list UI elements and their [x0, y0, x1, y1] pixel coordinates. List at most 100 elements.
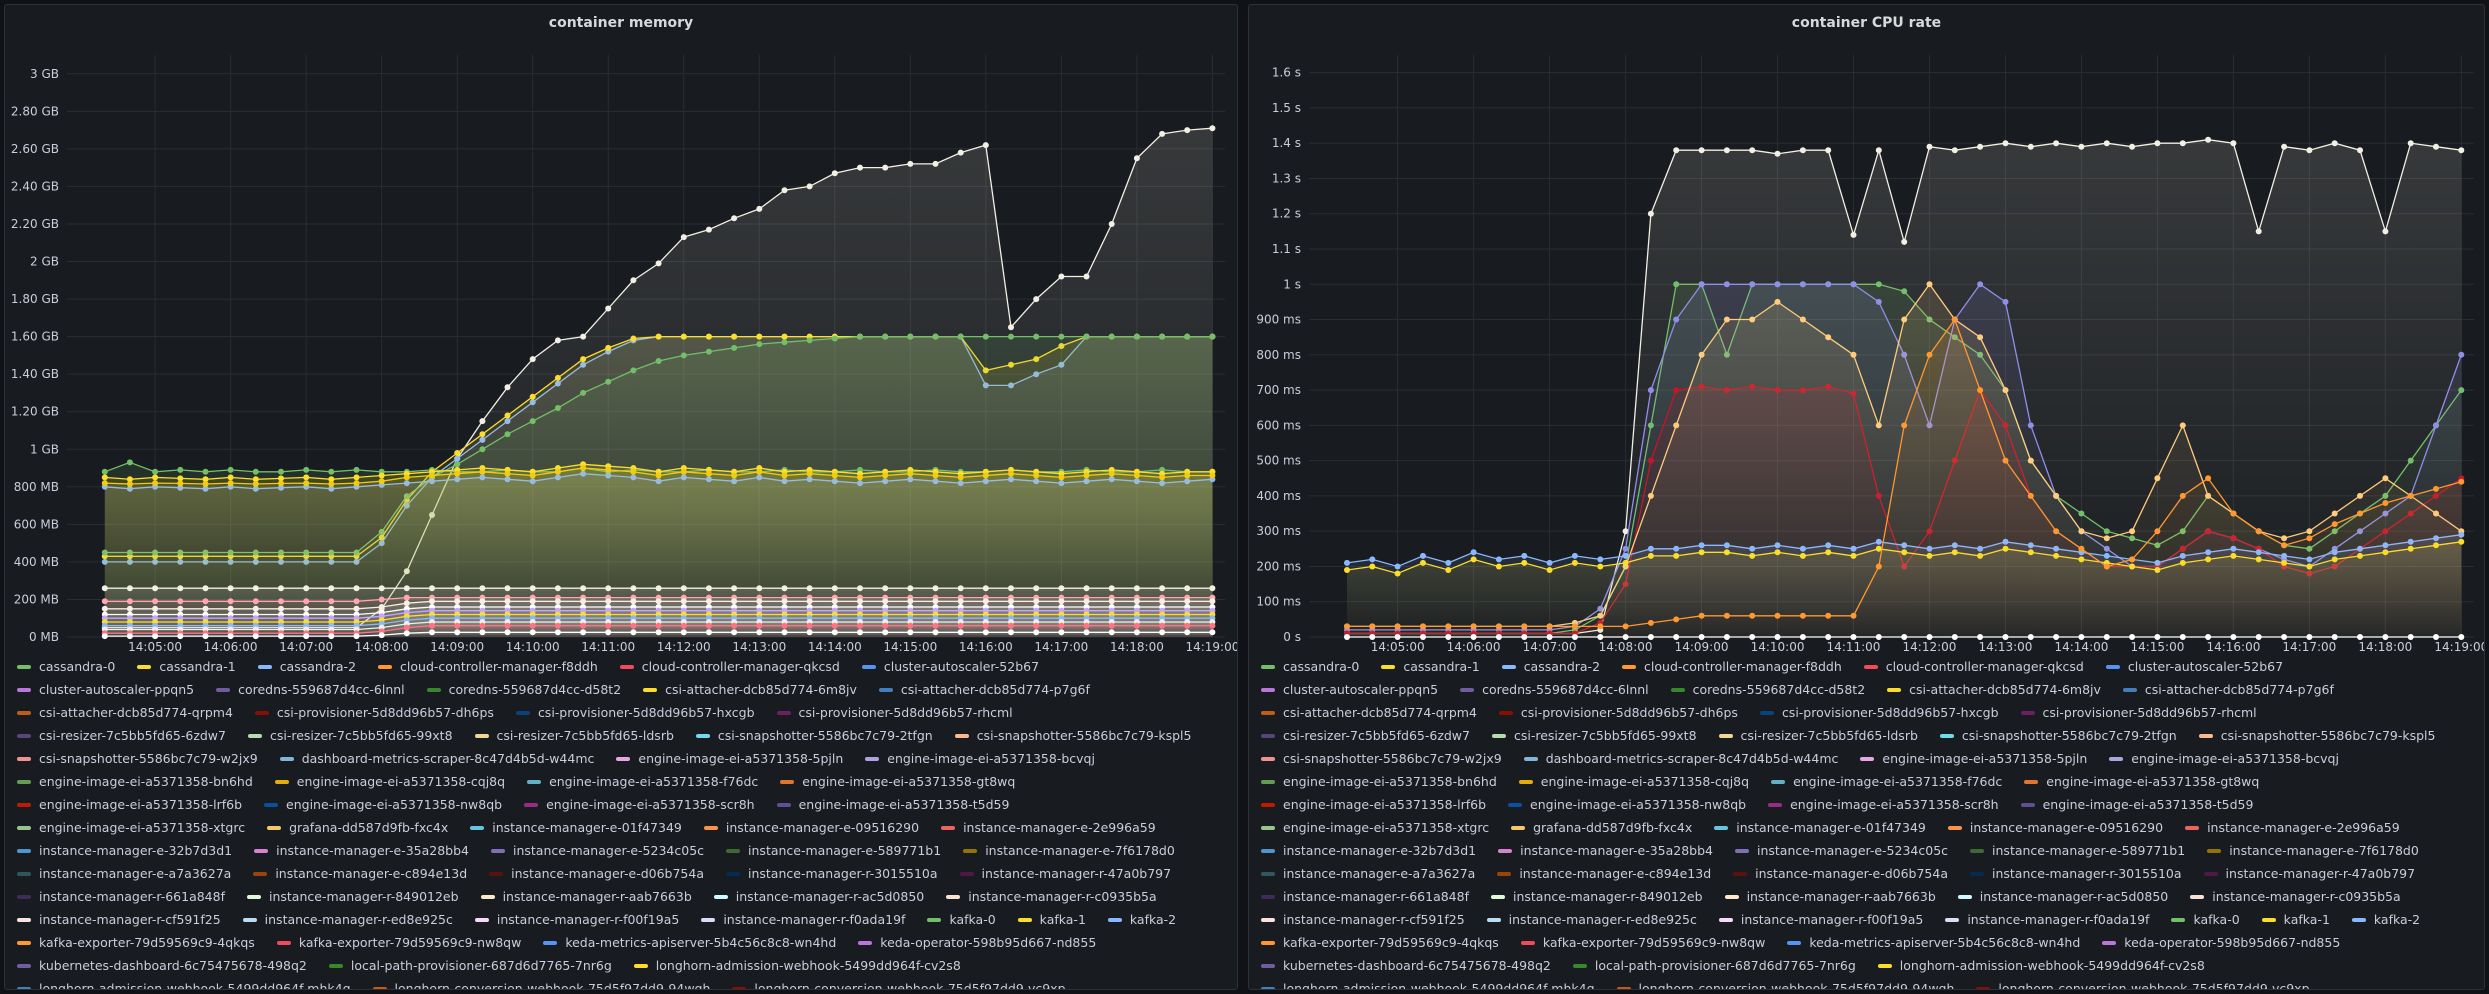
data-point[interactable] [1825, 634, 1832, 640]
data-point[interactable] [353, 585, 360, 592]
legend-item[interactable]: cloud-controller-manager-qkcsd [1863, 657, 2084, 676]
data-point[interactable] [1033, 629, 1040, 636]
data-point[interactable] [1058, 629, 1065, 636]
data-point[interactable] [781, 622, 788, 629]
data-point[interactable] [1344, 623, 1350, 630]
legend-item[interactable]: csi-snapshotter-5586bc7c79-2tfgn [1939, 726, 2177, 745]
data-point[interactable] [655, 622, 662, 629]
legend-item[interactable]: kafka-0 [927, 910, 996, 929]
data-point[interactable] [756, 205, 763, 212]
data-point[interactable] [529, 472, 536, 479]
data-point[interactable] [2255, 528, 2262, 535]
data-point[interactable] [1901, 634, 1908, 640]
data-point[interactable] [630, 622, 637, 629]
data-point[interactable] [152, 605, 159, 612]
data-point[interactable] [1159, 622, 1166, 629]
data-point[interactable] [705, 333, 712, 340]
data-point[interactable] [529, 622, 536, 629]
data-point[interactable] [580, 356, 587, 363]
data-point[interactable] [1184, 598, 1191, 605]
data-point[interactable] [278, 468, 284, 475]
data-point[interactable] [1159, 474, 1166, 481]
data-point[interactable] [1058, 585, 1065, 592]
data-point[interactable] [605, 344, 612, 351]
legend-item[interactable]: instance-manager-e-5234c05c [1735, 841, 1948, 860]
data-point[interactable] [1083, 598, 1090, 605]
data-point[interactable] [1875, 298, 1882, 305]
legend-item[interactable]: kafka-1 [2261, 910, 2330, 929]
data-point[interactable] [1008, 470, 1014, 477]
legend-item[interactable]: csi-attacher-dcb85d774-6m8jv [643, 680, 857, 699]
data-point[interactable] [1108, 470, 1115, 477]
data-point[interactable] [227, 466, 234, 473]
data-point[interactable] [2078, 545, 2085, 552]
data-point[interactable] [982, 333, 989, 340]
legend-item[interactable]: cassandra-1 [137, 657, 236, 676]
data-point[interactable] [1159, 598, 1166, 605]
legend-item[interactable]: local-path-provisioner-687d6d7765-7nr6g [328, 956, 612, 975]
legend-item[interactable]: instance-manager-r-47a0b797 [959, 864, 1171, 883]
legend-item[interactable]: engine-image-ei-a5371358-f76dc [1771, 772, 2002, 791]
legend-item[interactable]: instance-manager-e-d06b754a [489, 864, 704, 883]
data-point[interactable] [353, 480, 360, 487]
legend-item[interactable]: grafana-dd587d9fb-fxc4x [1511, 818, 1692, 837]
data-point[interactable] [227, 605, 234, 612]
data-point[interactable] [1673, 422, 1680, 429]
data-point[interactable] [152, 468, 159, 475]
data-point[interactable] [2002, 457, 2009, 464]
data-point[interactable] [907, 598, 914, 605]
legend-item[interactable]: instance-manager-e-09516290 [1947, 818, 2163, 837]
data-point[interactable] [1083, 333, 1090, 340]
data-point[interactable] [1008, 629, 1014, 636]
data-point[interactable] [403, 594, 410, 601]
data-point[interactable] [403, 630, 410, 637]
data-point[interactable] [1698, 281, 1705, 288]
data-point[interactable] [1622, 545, 1629, 552]
data-point[interactable] [1597, 556, 1604, 563]
data-point[interactable] [806, 629, 813, 636]
data-point[interactable] [1495, 634, 1502, 640]
data-point[interactable] [680, 333, 687, 340]
legend-item[interactable]: instance-manager-e-c894e13d [253, 864, 467, 883]
data-point[interactable] [2357, 147, 2363, 154]
data-point[interactable] [2357, 492, 2363, 499]
legend-item[interactable]: keda-metrics-apiserver-5b4c56c8c8-wn4hd [543, 933, 836, 952]
data-point[interactable] [1647, 387, 1654, 394]
data-point[interactable] [705, 622, 712, 629]
data-point[interactable] [630, 367, 637, 374]
data-point[interactable] [1825, 334, 1832, 341]
data-point[interactable] [227, 633, 234, 640]
data-point[interactable] [2103, 563, 2110, 570]
data-point[interactable] [1774, 298, 1781, 305]
data-point[interactable] [2306, 634, 2313, 640]
data-point[interactable] [831, 598, 838, 605]
data-point[interactable] [1647, 210, 1654, 217]
legend-item[interactable]: engine-image-ei-a5371358-5pjln [1860, 749, 2087, 768]
data-point[interactable] [580, 333, 587, 340]
data-point[interactable] [1209, 598, 1216, 605]
data-point[interactable] [1184, 629, 1191, 636]
data-point[interactable] [1184, 333, 1191, 340]
legend-item[interactable]: grafana-dd587d9fb-fxc4x [267, 818, 448, 837]
data-point[interactable] [655, 629, 662, 636]
data-point[interactable] [126, 598, 133, 605]
legend-item[interactable]: coredns-559687d4cc-d58t2 [426, 680, 621, 699]
data-point[interactable] [982, 142, 989, 149]
data-point[interactable] [2179, 422, 2186, 429]
data-point[interactable] [278, 480, 284, 487]
data-point[interactable] [2382, 500, 2389, 506]
data-point[interactable] [630, 629, 637, 636]
data-point[interactable] [1184, 585, 1191, 592]
data-point[interactable] [1647, 634, 1654, 640]
data-point[interactable] [554, 622, 561, 629]
data-point[interactable] [1622, 634, 1629, 640]
legend-item[interactable]: coredns-559687d4cc-d58t2 [1670, 680, 1865, 699]
data-point[interactable] [2382, 475, 2389, 482]
data-point[interactable] [1546, 634, 1553, 640]
data-point[interactable] [1108, 598, 1115, 605]
data-point[interactable] [806, 470, 813, 477]
data-point[interactable] [2382, 228, 2389, 235]
data-point[interactable] [1445, 634, 1452, 640]
data-point[interactable] [1108, 622, 1115, 629]
legend-item[interactable]: instance-manager-r-3015510a [726, 864, 938, 883]
